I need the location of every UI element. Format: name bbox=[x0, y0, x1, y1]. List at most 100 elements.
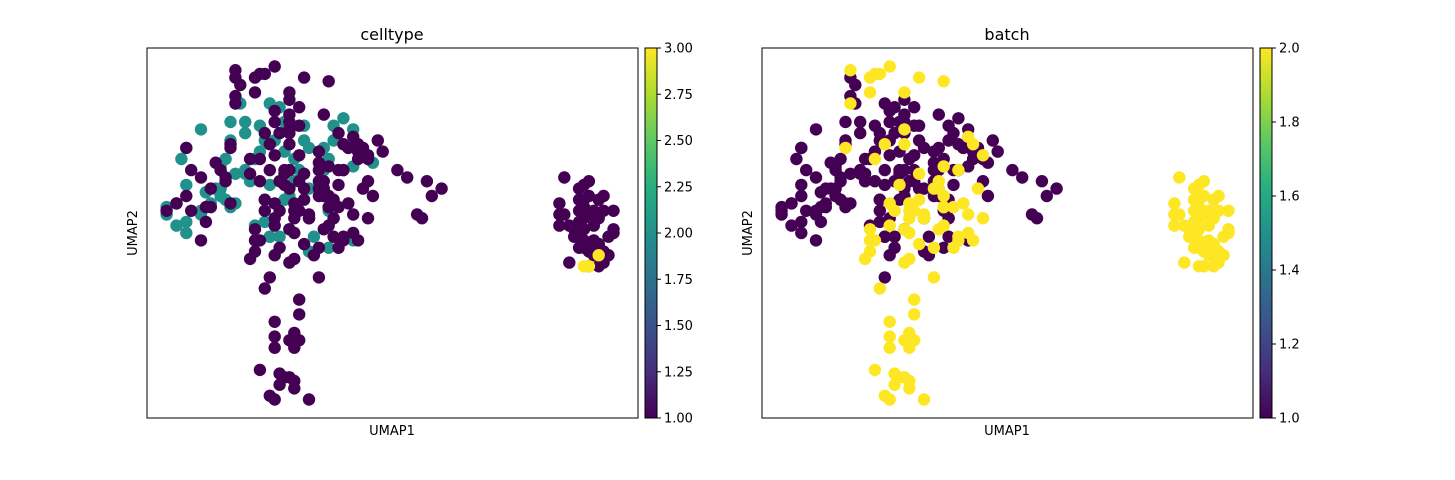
scatter-point bbox=[1016, 171, 1029, 184]
celltype-colorbar bbox=[644, 47, 658, 419]
celltype-ylabel: UMAP2 bbox=[126, 210, 141, 256]
celltype-panel: celltype UMAP1 UMAP2 1.00 1.25 1.50 1.75 2.0… bbox=[126, 25, 693, 439]
scatter-point bbox=[592, 260, 605, 273]
scatter-point bbox=[1197, 175, 1211, 188]
scatter-point bbox=[322, 219, 335, 232]
scatter-point bbox=[273, 230, 286, 243]
scatter-point bbox=[1192, 234, 1206, 247]
scatter-point bbox=[795, 215, 808, 229]
scatter-point bbox=[553, 197, 566, 210]
scatter-point bbox=[898, 86, 911, 99]
scatter-point bbox=[243, 167, 257, 180]
scatter-point bbox=[268, 115, 281, 129]
scatter-point bbox=[263, 389, 276, 402]
scatter-point bbox=[898, 163, 911, 177]
colorbar-tick-label: 1.25 bbox=[664, 365, 693, 380]
scatter-point bbox=[332, 241, 345, 254]
scatter-point bbox=[199, 200, 213, 214]
scatter-point bbox=[1178, 256, 1191, 269]
scatter-point bbox=[577, 260, 591, 273]
scatter-point bbox=[883, 341, 896, 354]
scatter-point bbox=[947, 241, 960, 254]
scatter-point bbox=[376, 145, 389, 158]
batch-panel: batch UMAP1 UMAP2 1.0 1.2 1.4 1.6 1.8 2.0 bbox=[741, 25, 1300, 439]
scatter-point bbox=[415, 212, 429, 225]
scatter-point bbox=[435, 182, 448, 195]
scatter-point bbox=[785, 197, 798, 210]
scatter-point bbox=[917, 393, 931, 406]
scatter-point bbox=[863, 245, 877, 258]
scatter-point bbox=[288, 226, 301, 240]
scatter-point bbox=[903, 197, 916, 210]
scatter-point bbox=[577, 223, 591, 236]
scatter-point bbox=[947, 178, 960, 192]
scatter-point bbox=[425, 189, 438, 203]
scatter-point bbox=[322, 75, 335, 88]
colorbar-tick-label: 1.75 bbox=[664, 273, 693, 288]
scatter-point bbox=[577, 212, 591, 225]
scatter-point bbox=[283, 108, 296, 121]
scatter-point bbox=[224, 197, 237, 210]
scatter-point bbox=[937, 160, 950, 173]
scatter-point bbox=[878, 178, 891, 192]
scatter-point bbox=[878, 271, 891, 284]
scatter-point bbox=[278, 193, 291, 206]
scatter-point bbox=[273, 126, 286, 140]
celltype-points bbox=[160, 60, 620, 406]
scatter-point bbox=[790, 152, 803, 166]
colorbar-tick-label: 2.00 bbox=[664, 227, 693, 242]
scatter-point bbox=[863, 223, 877, 236]
scatter-point bbox=[942, 230, 955, 243]
celltype-colorbar-ticks: 1.00 1.25 1.50 1.75 2.00 2.25 2.50 2.75 3.00 bbox=[657, 42, 693, 427]
scatter-point bbox=[293, 149, 306, 162]
scatter-point bbox=[351, 138, 365, 151]
colorbar-tick-label: 1.50 bbox=[664, 319, 693, 334]
colorbar-tick-label: 2.75 bbox=[664, 88, 693, 103]
scatter-point bbox=[908, 119, 921, 132]
scatter-point bbox=[263, 138, 276, 151]
scatter-point bbox=[194, 234, 208, 247]
scatter-point bbox=[839, 141, 852, 155]
scatter-point bbox=[1222, 226, 1235, 240]
scatter-point bbox=[1030, 212, 1044, 225]
scatter-point bbox=[937, 75, 950, 88]
scatter-point bbox=[229, 167, 242, 180]
scatter-point bbox=[1207, 237, 1220, 251]
scatter-point bbox=[883, 60, 896, 73]
scatter-point bbox=[283, 123, 296, 136]
scatter-point bbox=[268, 149, 281, 162]
scatter-point bbox=[582, 189, 596, 203]
scatter-point bbox=[1207, 260, 1220, 273]
scatter-point bbox=[927, 145, 941, 158]
scatter-point bbox=[582, 175, 596, 188]
scatter-point bbox=[927, 271, 941, 284]
scatter-point bbox=[204, 182, 217, 195]
scatter-point bbox=[592, 193, 605, 206]
scatter-point bbox=[878, 230, 891, 243]
scatter-point bbox=[878, 389, 891, 402]
scatter-point bbox=[180, 215, 193, 229]
scatter-point bbox=[170, 219, 183, 232]
scatter-point bbox=[268, 315, 281, 328]
scatter-point bbox=[317, 108, 330, 121]
batch-points bbox=[775, 60, 1235, 406]
batch-ylabel: UMAP2 bbox=[741, 210, 756, 256]
scatter-point bbox=[337, 138, 350, 151]
scatter-point bbox=[297, 237, 311, 251]
scatter-point bbox=[347, 208, 360, 221]
scatter-point bbox=[317, 182, 330, 195]
scatter-point bbox=[883, 104, 896, 118]
scatter-point bbox=[873, 204, 886, 217]
scatter-point bbox=[263, 178, 276, 192]
scatter-point bbox=[922, 230, 936, 243]
scatter-point bbox=[253, 363, 267, 377]
colorbar-tick-label: 1.2 bbox=[1279, 338, 1300, 353]
batch-colorbar-ticks: 1.0 1.2 1.4 1.6 1.8 2.0 bbox=[1272, 42, 1300, 427]
celltype-xlabel: UMAP1 bbox=[369, 424, 415, 439]
scatter-point bbox=[288, 212, 301, 225]
scatter-point bbox=[337, 230, 350, 243]
celltype-title: celltype bbox=[360, 25, 423, 44]
scatter-point bbox=[239, 126, 252, 140]
scatter-point bbox=[873, 193, 886, 206]
scatter-point bbox=[912, 167, 926, 180]
